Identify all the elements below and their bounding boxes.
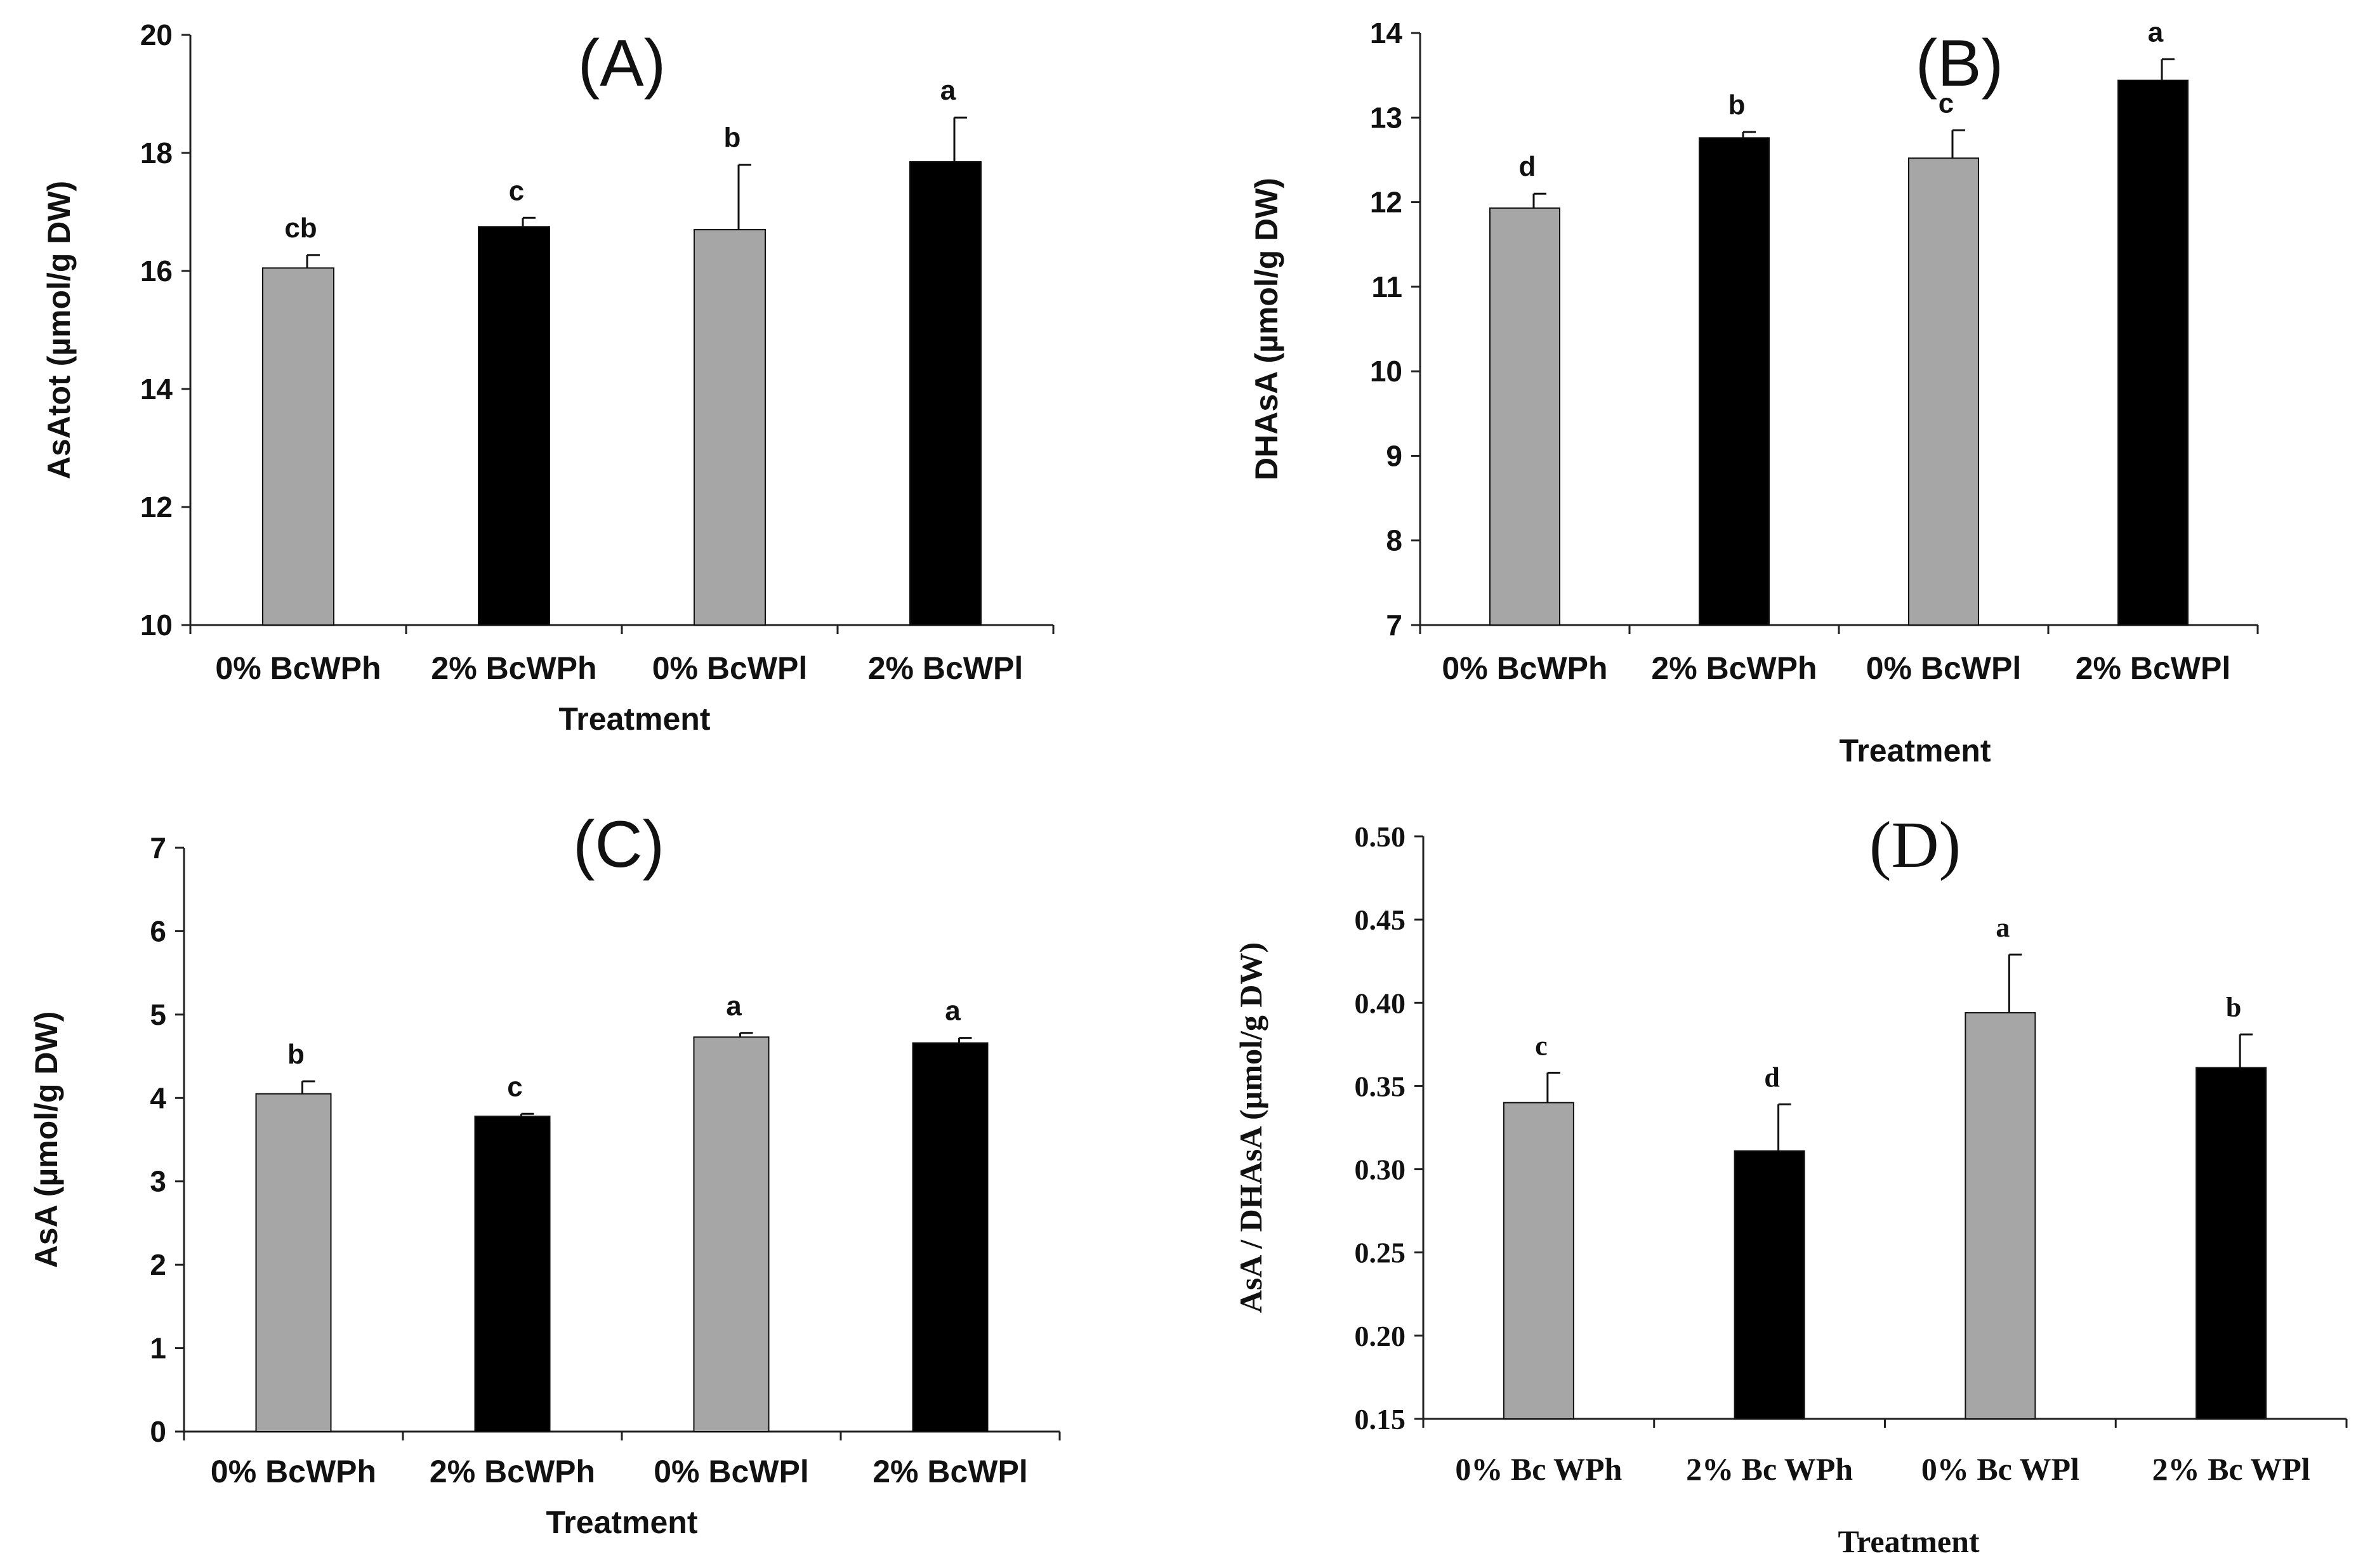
- significance-label: c: [1535, 1030, 1548, 1061]
- y-tick-label: 20: [140, 18, 173, 51]
- x-axis-title: Treatment: [1840, 733, 1991, 768]
- y-axis-title: AsAtot (µmol/g DW): [41, 181, 77, 479]
- panel-c-chart: (C) 0 1 2 3 4 5 6 7 b 0% BcWPh c 2% BcWPh a 0% BcWPl a 2…: [29, 808, 1061, 1540]
- panel-a-chart: (A) 10 12 14 16 18 20 cb 0% BcWPh c 2% BcWPh b 0% Bc…: [41, 18, 1055, 737]
- x-category-label: 2% BcWPh: [430, 1454, 595, 1489]
- y-tick-label: 3: [150, 1165, 166, 1198]
- bar: [474, 1116, 551, 1432]
- bar: [1734, 1150, 1805, 1420]
- significance-label: cb: [284, 213, 317, 244]
- y-tick-label: 0.20: [1355, 1320, 1406, 1352]
- bar: [478, 226, 550, 626]
- significance-label: d: [1519, 151, 1536, 182]
- significance-label: b: [724, 122, 741, 154]
- y-tick-label: 18: [140, 136, 173, 169]
- x-category-label: 0% Bc WPh: [1455, 1451, 1622, 1487]
- x-axis-title: Treatment: [559, 701, 711, 737]
- y-tick-label: 10: [1370, 355, 1402, 388]
- bar: [693, 1036, 770, 1433]
- y-tick-label: 8: [1386, 524, 1402, 557]
- x-category-label: 0% BcWPh: [211, 1454, 376, 1489]
- panel-title: (D): [1869, 808, 1961, 881]
- y-tick-label: 14: [140, 372, 173, 405]
- x-category-label: 2% BcWPh: [1651, 650, 1817, 686]
- significance-label: a: [940, 75, 956, 106]
- panel-title: (A): [578, 27, 666, 100]
- y-tick-label: 4: [150, 1081, 166, 1114]
- significance-label: a: [945, 996, 961, 1027]
- significance-label: b: [287, 1039, 305, 1070]
- x-category-label: 2% BcWPh: [431, 650, 596, 686]
- y-tick-label: 0.30: [1355, 1154, 1406, 1186]
- y-axis-title: AsA (µmol/g DW): [29, 1011, 64, 1268]
- y-tick-label: 7: [1386, 609, 1402, 642]
- y-tick-label: 0.15: [1355, 1403, 1406, 1435]
- significance-label: b: [2226, 992, 2241, 1023]
- y-tick-label: 12: [1370, 186, 1402, 219]
- y-tick-label: 2: [150, 1248, 166, 1281]
- bar: [1699, 137, 1770, 626]
- x-category-label: 0% BcWPh: [1442, 650, 1607, 686]
- x-axis-title: Treatment: [1838, 1524, 1979, 1559]
- panel-title: (C): [573, 808, 664, 881]
- y-tick-label: 0.35: [1355, 1070, 1406, 1102]
- y-tick-label: 14: [1370, 16, 1403, 49]
- y-tick-label: 5: [150, 998, 166, 1031]
- bar: [912, 1042, 989, 1432]
- bar: [2196, 1067, 2267, 1420]
- x-category-label: 0% BcWPl: [652, 650, 808, 686]
- x-category-label: 0% Bc WPl: [1921, 1451, 2079, 1487]
- y-tick-label: 16: [140, 254, 173, 287]
- bar: [1489, 207, 1560, 626]
- y-tick-label: 0.50: [1355, 820, 1406, 853]
- x-category-label: 2% BcWPl: [872, 1454, 1028, 1489]
- y-axis-title: DHAsA (µmol/g DW): [1249, 178, 1284, 480]
- x-axis-title: Treatment: [546, 1505, 698, 1540]
- y-tick-label: 6: [150, 914, 166, 947]
- bar: [262, 267, 334, 626]
- x-category-label: 2% BcWPl: [2076, 650, 2231, 686]
- x-category-label: 2% BcWPl: [868, 650, 1024, 686]
- significance-label: b: [1728, 89, 1746, 121]
- significance-label: d: [1764, 1062, 1779, 1093]
- y-axis-title: AsA / DHAsA (µmol/g DW): [1233, 942, 1268, 1313]
- y-tick-label: 13: [1370, 101, 1402, 134]
- bar: [1965, 1012, 2036, 1420]
- x-category-label: 2% Bc WPh: [1686, 1451, 1853, 1487]
- y-tick-label: 11: [1371, 270, 1402, 303]
- panel-b-chart: (B) 7 8 9 10 11 12 13 14 d 0% BcWPh b 2% BcWPh c 0% Bc…: [1249, 16, 2259, 768]
- significance-label: c: [1939, 88, 1954, 119]
- x-category-label: 0% BcWPl: [1866, 650, 2022, 686]
- y-tick-label: 0.45: [1355, 904, 1406, 936]
- y-tick-label: 12: [140, 491, 173, 524]
- x-category-label: 0% BcWPl: [654, 1454, 809, 1489]
- significance-label: a: [1996, 912, 2010, 943]
- y-tick-label: 9: [1386, 439, 1402, 472]
- bar: [1503, 1102, 1574, 1420]
- bar: [694, 228, 766, 626]
- bar: [255, 1093, 332, 1432]
- y-tick-label: 0.25: [1355, 1237, 1406, 1269]
- x-category-label: 2% Bc WPl: [2152, 1451, 2310, 1487]
- significance-label: c: [507, 1071, 522, 1102]
- y-tick-label: 10: [140, 609, 173, 642]
- significance-label: a: [2148, 16, 2164, 48]
- bar: [909, 161, 982, 626]
- bar: [1908, 157, 1979, 626]
- significance-label: a: [726, 991, 742, 1022]
- panel-title: (B): [1916, 27, 2004, 100]
- bar: [2117, 79, 2189, 626]
- y-tick-label: 7: [150, 831, 166, 864]
- y-tick-label: 0.40: [1355, 987, 1406, 1019]
- y-tick-label: 0: [150, 1415, 166, 1448]
- panel-d-chart: (D) 0.15 0.20 0.25 0.30 0.35 0.40 0.45 0.50 c 0% B…: [1233, 808, 2348, 1559]
- x-category-label: 0% BcWPh: [215, 650, 381, 686]
- significance-label: c: [509, 175, 524, 206]
- y-tick-label: 1: [150, 1332, 166, 1365]
